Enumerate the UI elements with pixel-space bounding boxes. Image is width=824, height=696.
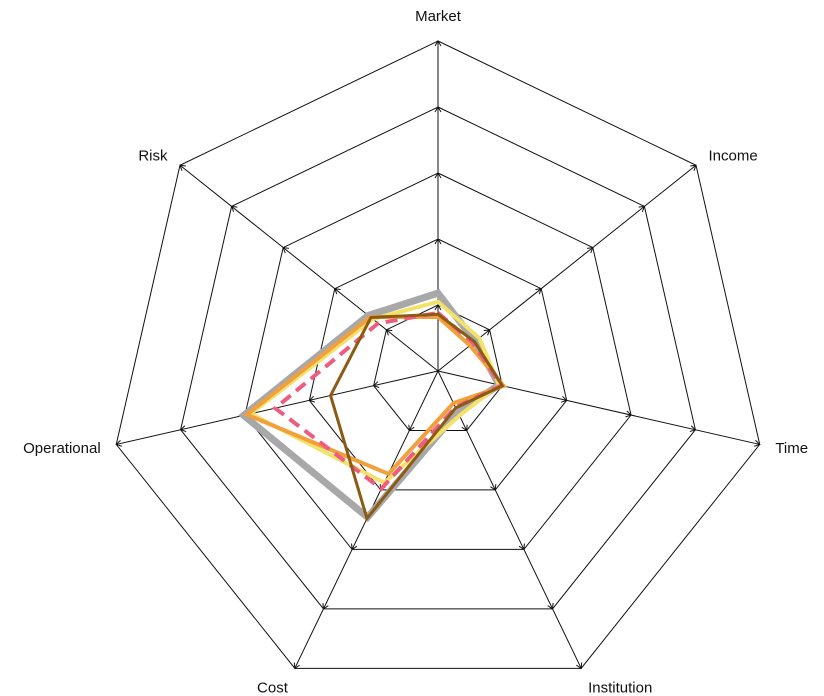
axis-tick (625, 410, 632, 418)
axis-line-income (437, 164, 697, 372)
axis-tick (179, 164, 186, 171)
axis-label-market: Market (415, 8, 462, 25)
axis-tick (586, 246, 594, 254)
grid-ring-3 (244, 172, 632, 550)
axis-tick (535, 288, 542, 295)
axis-tick (322, 603, 329, 610)
series-line-3 (242, 314, 508, 477)
axis-tick (434, 172, 442, 179)
axis-tick (408, 424, 415, 432)
axis-tick (434, 40, 442, 47)
axis-tick (115, 440, 122, 447)
axis-labels: Market Income Time Institution Cost Operation… (23, 8, 808, 696)
axis-label-income: Income (709, 147, 758, 164)
grid-ring-5 (115, 40, 761, 669)
radar-grid (115, 40, 761, 670)
axis-tick (308, 395, 316, 403)
axis-tick (754, 440, 761, 447)
axis-tick (385, 329, 393, 336)
axis-label-cost: Cost (257, 680, 289, 696)
axis-tick (434, 238, 442, 245)
grid-ring-4 (180, 106, 696, 610)
axis-label-institution: Institution (588, 680, 652, 696)
axis-tick (690, 164, 697, 171)
axis-label-operational: Operational (23, 440, 101, 457)
axis-line-risk (179, 164, 439, 372)
axis-tick (560, 395, 568, 403)
axis-line-time (437, 370, 760, 445)
axis-tick (689, 425, 697, 433)
radar-series (238, 289, 508, 523)
grid-ring-2 (308, 238, 568, 491)
axis-tick (434, 304, 442, 311)
axis-tick (638, 205, 646, 213)
axis-label-time: Time (775, 440, 808, 457)
series-line-5 (328, 312, 505, 522)
axis-tick (334, 288, 341, 295)
axis-tick (518, 543, 525, 551)
axis-tick (293, 662, 300, 670)
axis-tick (282, 246, 290, 254)
axis-tick (576, 662, 583, 670)
axis-tick (490, 484, 497, 491)
axis-line-institution (437, 370, 582, 669)
axis-tick (351, 543, 358, 551)
axis-tick (547, 603, 554, 610)
axis-tick (461, 424, 468, 432)
axis-tick (372, 381, 380, 388)
axis-tick (483, 329, 491, 336)
axis-tick (179, 425, 187, 433)
axis-label-risk: Risk (138, 147, 168, 164)
axis-tick (230, 205, 238, 213)
axis-tick (434, 106, 442, 113)
